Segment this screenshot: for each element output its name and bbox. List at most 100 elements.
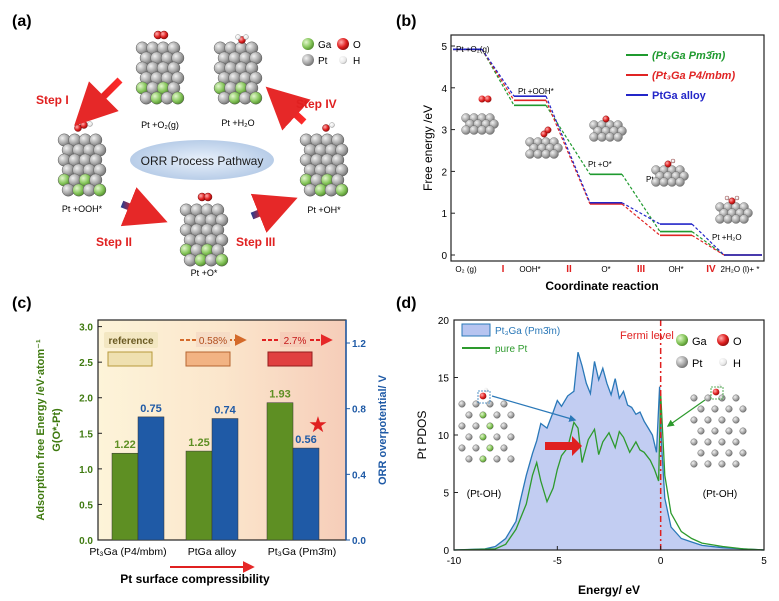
plot-b-ytick-label: 2 bbox=[441, 167, 447, 178]
pt-atom bbox=[697, 449, 705, 457]
overpotential-bar bbox=[292, 447, 320, 541]
pt-atom bbox=[507, 455, 515, 463]
pt-atom bbox=[690, 416, 698, 424]
pt-atom bbox=[711, 427, 719, 435]
energy-connector bbox=[545, 95, 591, 203]
pt-atom bbox=[704, 438, 712, 446]
plot-b-legend: (Pt₃Ga Pm3̄m) (Pt₃Ga P4/mbm) PtGa alloy bbox=[626, 50, 735, 102]
panel-d: (d) -10 -5 0 5 0 5 10 15 20 Energy/ eV Pt PDOS F… bbox=[396, 295, 767, 597]
pt-legend-swatch bbox=[302, 54, 314, 66]
legend-pt3ga-label: Pt₃Ga (Pm3̄m) bbox=[495, 326, 560, 337]
pt-atom bbox=[697, 427, 705, 435]
step-iv-arrow bbox=[265, 86, 311, 131]
plot-d-legend: Pt₃Ga (Pm3̄m) pure Pt bbox=[461, 323, 560, 355]
bar-value-label: 0.74 bbox=[214, 405, 236, 417]
overpotential-bar bbox=[211, 418, 239, 541]
strain-27-tag-bg bbox=[280, 332, 310, 347]
plot-c-category: Pt₃Ga (P4/mbm) bbox=[89, 546, 166, 558]
strain-27-tag: 2.7% bbox=[284, 336, 307, 347]
ga-atom bbox=[479, 433, 487, 441]
plot-b-ytick-label: 1 bbox=[441, 209, 447, 220]
plot-c-ytick-label: 2.0 bbox=[79, 394, 93, 405]
reference-slab bbox=[107, 351, 153, 367]
plot-b-step-label: IV bbox=[706, 264, 716, 275]
plot-c-category: Pt₃Ga (Pm3̄m) bbox=[268, 546, 336, 558]
h-label: H bbox=[733, 358, 741, 370]
ga-atom bbox=[93, 183, 107, 197]
pt-atom bbox=[690, 394, 698, 402]
plot-b-xlabel: Coordinate reaction bbox=[545, 279, 658, 293]
surface-model bbox=[715, 195, 753, 224]
pt-atom bbox=[472, 444, 480, 452]
h-atom bbox=[243, 34, 249, 40]
pt-atom bbox=[690, 438, 698, 446]
pt-atom bbox=[711, 405, 719, 413]
pt-swatch bbox=[676, 356, 688, 368]
pt-atom bbox=[732, 394, 740, 402]
plot-c-strain-tags: reference 0.58% 2.7% bbox=[104, 332, 333, 367]
step-iv-label: Step IV bbox=[296, 97, 337, 111]
o-legend-label: O bbox=[353, 40, 361, 51]
plot-b-yticks: 0 1 2 3 4 5 bbox=[441, 42, 455, 262]
plot-c-y2label: ORR overpotential/ V bbox=[377, 374, 389, 485]
pt-atom bbox=[507, 433, 515, 441]
plot-c-category: PtGa alloy bbox=[188, 546, 237, 558]
panel-c: (c) 0.0 0.5 1.0 1.5 2.0 2.5 3.0 0.0 0.4 0.8 1.2 1.… bbox=[12, 295, 389, 586]
plot-c-ylabel: Adsorption free Energy /eV·atom⁻¹ bbox=[35, 339, 47, 521]
ga-atom bbox=[335, 183, 349, 197]
reference-tag-bg bbox=[104, 332, 158, 348]
overpotential-bar bbox=[137, 416, 165, 541]
pt-atom bbox=[500, 444, 508, 452]
h-atom bbox=[235, 34, 241, 40]
energy-connector bbox=[621, 203, 661, 236]
atom-legend: Ga O Pt H bbox=[302, 38, 361, 67]
pt-atom bbox=[718, 438, 726, 446]
legend-pure-pt-label: pure Pt bbox=[495, 344, 527, 355]
surface-model bbox=[461, 113, 499, 135]
panel-c-label: (c) bbox=[12, 295, 32, 312]
bar-value-label: 0.56 bbox=[295, 434, 316, 446]
pt-atom bbox=[725, 449, 733, 457]
plot-d-atom-legend: Ga O Pt H bbox=[676, 334, 742, 370]
inset-right-label: (Pt-OH) bbox=[703, 489, 737, 500]
plot-b-category: 2H₂O (l)+ * bbox=[721, 265, 760, 274]
strain-27-slab bbox=[267, 351, 313, 367]
pt-atom bbox=[500, 400, 508, 408]
plot-c-bars: 1.22 1.25 1.93 0.75 0.74 0.56 bbox=[111, 389, 320, 541]
pt-legend-label: Pt bbox=[318, 56, 328, 67]
plot-b-category: OH* bbox=[668, 265, 683, 274]
panel-d-label: (d) bbox=[396, 295, 416, 312]
bar-value-label: 0.75 bbox=[140, 403, 161, 415]
adsorption-energy-bar bbox=[185, 450, 213, 541]
plot-b-ytick-label: 5 bbox=[441, 42, 447, 53]
panel-b-label: (b) bbox=[396, 13, 416, 30]
plot-b-series-2 bbox=[453, 48, 762, 256]
plot-c-ytick-label: 0.0 bbox=[79, 536, 93, 547]
ga-atom bbox=[486, 422, 494, 430]
pt-atom bbox=[690, 460, 698, 468]
step-i-arrow bbox=[74, 77, 123, 126]
o-atom bbox=[203, 192, 213, 202]
energy-connector bbox=[621, 173, 661, 232]
step-ii-label: Step II bbox=[96, 235, 132, 249]
inset-right-arrow bbox=[666, 399, 706, 427]
slab-o bbox=[179, 192, 229, 267]
orr-pathway-title: ORR Process Pathway bbox=[141, 154, 264, 168]
panel-a: (a) ORR Process Pathway Step I Step II S… bbox=[12, 13, 361, 278]
h-legend-label: H bbox=[353, 56, 360, 67]
plot-d-insets bbox=[458, 383, 747, 468]
energy-connector bbox=[621, 202, 661, 225]
h-swatch bbox=[719, 358, 727, 366]
state-oh-label: Pt +OH* bbox=[307, 205, 341, 215]
plot-b-ytick-label: 0 bbox=[441, 251, 447, 262]
slab-h2o bbox=[213, 34, 263, 105]
pt-label: Pt bbox=[692, 358, 702, 370]
o-atom bbox=[712, 388, 720, 396]
h-atom bbox=[483, 387, 489, 393]
plot-c-ytick-label: 0.5 bbox=[79, 500, 93, 511]
plot-d-ytick-label: 20 bbox=[438, 316, 450, 327]
cycle-arrows bbox=[74, 77, 311, 233]
inset-pt3ga bbox=[458, 387, 515, 463]
shift-arrow-icon bbox=[545, 436, 582, 456]
pt-atom bbox=[465, 433, 473, 441]
